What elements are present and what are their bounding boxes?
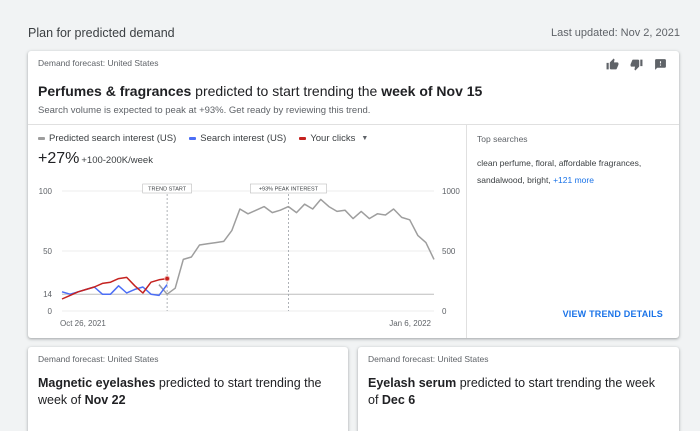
headline-mid: predicted to start trending the week of xyxy=(368,376,655,407)
legend-item-search-interest: Search interest (US) xyxy=(189,133,286,144)
trend-card-eyelash-serum[interactable]: Demand forecast: United States Eyelash s… xyxy=(358,347,679,431)
headline-week: Dec 6 xyxy=(381,393,416,407)
headline-topic: Eyelash serum xyxy=(368,376,457,390)
legend-swatch-predicted xyxy=(38,137,45,140)
headline-week: week of Nov 15 xyxy=(381,83,483,99)
more-searches-link[interactable]: +121 more xyxy=(553,175,594,185)
top-searches-title: Top searches xyxy=(477,134,528,144)
feedback-buttons xyxy=(603,55,669,73)
forecast-label: Demand forecast: United States xyxy=(38,354,159,364)
last-updated: Last updated: Nov 2, 2021 xyxy=(550,27,680,39)
trend-headline: Magnetic eyelashes predicted to start tr… xyxy=(38,375,338,409)
headline-mid: predicted to start trending the week of xyxy=(38,376,322,407)
y-tick-label: 0 xyxy=(48,307,53,316)
legend-label: Predicted search interest (US) xyxy=(49,133,177,144)
y-tick-label: 100 xyxy=(39,187,53,196)
dropdown-caret-icon[interactable]: ▼ xyxy=(361,135,369,142)
headline-week: Nov 22 xyxy=(84,393,126,407)
x-tick-label: Oct 26, 2021 xyxy=(60,319,106,328)
y2-tick-label: 500 xyxy=(442,247,456,256)
headline-mid: predicted to start trending the xyxy=(191,83,382,99)
thumb-down-icon[interactable] xyxy=(627,55,645,73)
y-tick-label: 14 xyxy=(43,290,52,299)
metric-detail: +100-200K/week xyxy=(81,155,153,166)
annotation-box xyxy=(250,183,327,194)
legend-item-predicted: Predicted search interest (US) xyxy=(38,133,176,144)
trend-card-main: Demand forecast: United States Perfumes … xyxy=(28,51,679,338)
page-title: Plan for predicted demand xyxy=(28,26,175,40)
divider xyxy=(466,124,467,338)
chart-legend: Predicted search interest (US) Search in… xyxy=(38,133,381,144)
legend-swatch-search-interest xyxy=(189,137,197,140)
series-line xyxy=(61,276,168,300)
series-line xyxy=(158,198,435,295)
metric-value: +27% xyxy=(38,150,80,167)
headline-topic: Magnetic eyelashes xyxy=(38,376,156,390)
top-searches-list: clean perfume, floral, affordable fragra… xyxy=(477,155,665,189)
trend-chart: 100 50 14 0 1000 500 0 Oct 26, 2021 Jan 6, 2022 T… xyxy=(39,183,460,328)
y2-tick-label: 1000 xyxy=(442,187,460,196)
metric-summary: +27% +100-200K/week xyxy=(38,150,153,168)
view-trend-details-button[interactable]: VIEW TREND DETAILS xyxy=(562,309,663,319)
series-endpoint xyxy=(164,275,171,282)
divider xyxy=(28,124,679,125)
forecast-label: Demand forecast: United States xyxy=(38,58,159,68)
legend-swatch-clicks xyxy=(299,137,307,140)
annotation-label: TREND START xyxy=(148,187,187,193)
top-searches-text: clean perfume, floral, affordable fragra… xyxy=(477,158,642,185)
trend-headline: Eyelash serum predicted to start trendin… xyxy=(368,375,668,409)
headline-topic: Perfumes & fragrances xyxy=(38,83,192,99)
trend-subline: Search volume is expected to peak at +93… xyxy=(38,105,371,116)
annotation-box xyxy=(142,183,192,194)
annotation-label: +93% PEAK INTEREST xyxy=(259,187,319,193)
legend-label: Search interest (US) xyxy=(200,133,287,144)
feedback-icon[interactable] xyxy=(651,55,669,73)
legend-label: Your clicks xyxy=(310,133,356,144)
x-tick-label: Jan 6, 2022 xyxy=(389,319,431,328)
legend-item-your-clicks[interactable]: Your clicks ▼ xyxy=(299,133,368,144)
y2-tick-label: 0 xyxy=(442,307,447,316)
trend-headline: Perfumes & fragrances predicted to start… xyxy=(38,83,482,99)
page-header: Plan for predicted demand Last updated: … xyxy=(28,24,680,44)
y-tick-label: 50 xyxy=(43,247,52,256)
forecast-label: Demand forecast: United States xyxy=(368,354,489,364)
trend-card-eyelashes[interactable]: Demand forecast: United States Magnetic … xyxy=(28,347,348,431)
thumb-up-icon[interactable] xyxy=(603,55,621,73)
